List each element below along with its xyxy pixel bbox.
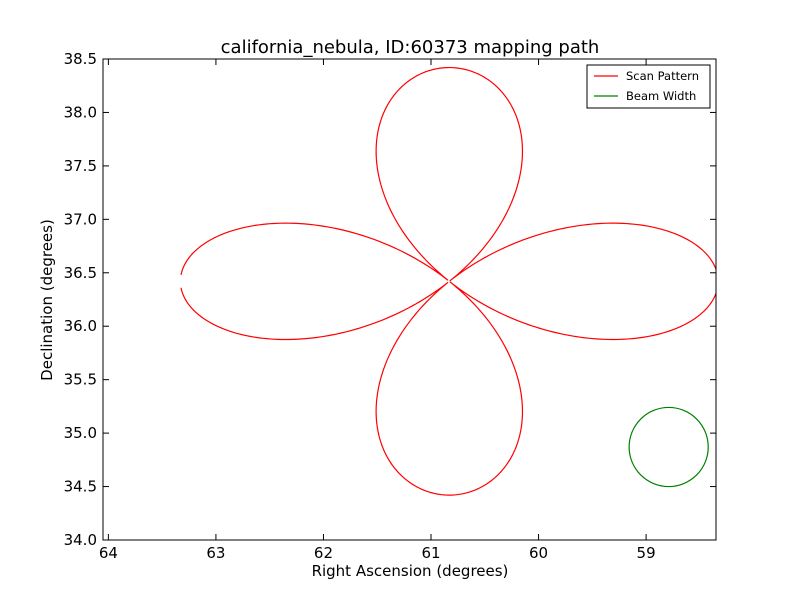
- y-tick-label: 38.5: [64, 50, 97, 68]
- x-tick-label: 60: [529, 544, 548, 562]
- x-axis: 64 63 62 61 60 59: [99, 59, 656, 562]
- y-tick-label: 36.5: [64, 264, 97, 282]
- y-tick-label: 37.5: [64, 157, 97, 175]
- legend: Scan Pattern Beam Width: [586, 64, 711, 109]
- beam-width-circle: [628, 406, 709, 488]
- y-axis-label: Declination (degrees): [38, 219, 56, 381]
- x-tick-label: 61: [421, 544, 440, 562]
- y-tick-label: 35.5: [64, 371, 97, 389]
- y-axis: 34.0 34.5 35.0 35.5 36.0 36.5 37.0 37.5 38.0 38.5: [64, 50, 716, 549]
- y-tick-label: 36.0: [64, 317, 97, 335]
- x-tick-label: 64: [99, 544, 118, 562]
- y-tick-label: 35.0: [64, 424, 97, 442]
- y-tick-label: 37.0: [64, 210, 97, 228]
- chart-title: california_nebula, ID:60373 mapping path: [221, 37, 600, 58]
- x-tick-label: 59: [637, 544, 656, 562]
- x-tick-label: 62: [314, 544, 333, 562]
- y-tick-label: 34.5: [64, 478, 97, 496]
- y-tick-label: 34.0: [64, 531, 97, 549]
- x-tick-label: 63: [206, 544, 225, 562]
- plot-frame: [102, 58, 717, 541]
- y-tick-label: 38.0: [64, 103, 97, 121]
- legend-label-beam-width: Beam Width: [626, 89, 696, 103]
- legend-box: [586, 64, 711, 109]
- scan-pattern-line: [180, 66, 716, 496]
- legend-label-scan-pattern: Scan Pattern: [626, 69, 699, 83]
- x-axis-label: Right Ascension (degrees): [312, 562, 509, 580]
- series-layer: [180, 66, 716, 496]
